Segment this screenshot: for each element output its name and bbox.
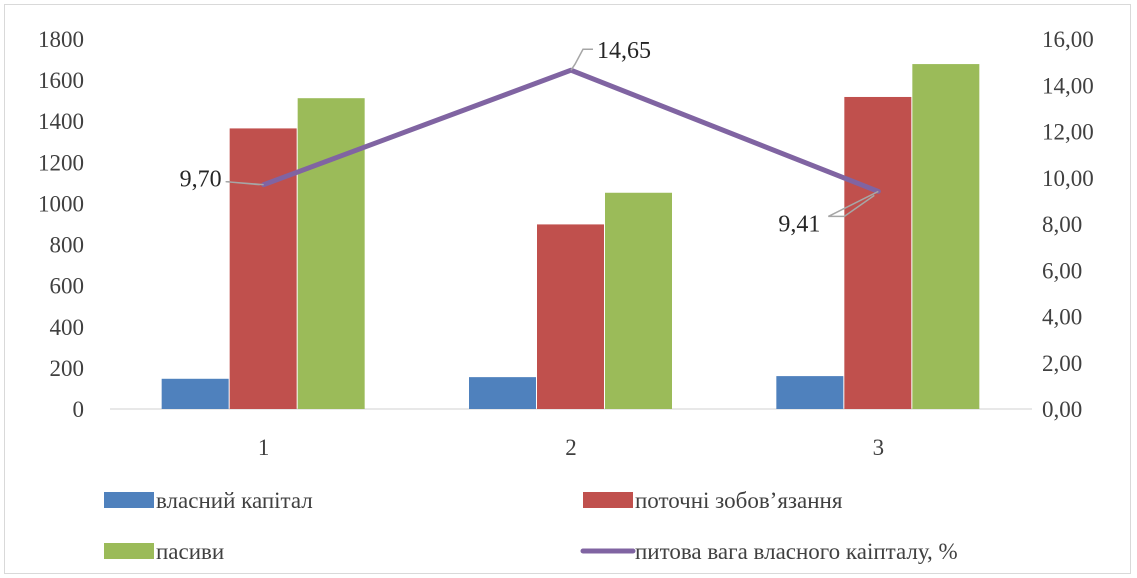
bar: [297, 98, 365, 409]
y-left-tick-label: 1800: [38, 27, 84, 52]
y-right-tick-label: 12,00: [1042, 120, 1094, 145]
y-left-tick-label: 1200: [38, 150, 84, 175]
bar: [912, 64, 980, 410]
legend-label: питова вага власного каіпталу, %: [635, 539, 958, 564]
y-right-tick-label: 10,00: [1042, 166, 1094, 191]
y-right-tick-label: 6,00: [1042, 258, 1082, 283]
y-left-tick-label: 1000: [38, 191, 84, 216]
y-right-tick-label: 0,00: [1042, 397, 1082, 422]
bar: [776, 376, 844, 409]
legend-swatch: [104, 543, 154, 559]
y-right-tick-label: 8,00: [1042, 212, 1082, 237]
data-label-leader: [827, 190, 879, 218]
legend-label: поточні зобов’язання: [635, 488, 843, 513]
y-right-tick-label: 16,00: [1042, 27, 1094, 52]
y-left-tick-label: 1600: [38, 68, 84, 93]
legend-swatch: [104, 492, 154, 508]
y-left-tick-label: 1400: [38, 109, 84, 134]
y-left-tick-label: 400: [50, 315, 85, 340]
bar: [229, 128, 297, 409]
data-label: 9,41: [778, 211, 820, 237]
y-right-tick-label: 4,00: [1042, 305, 1082, 330]
x-tick-label: 3: [873, 435, 885, 460]
x-tick-label: 1: [258, 435, 270, 460]
bar: [605, 192, 672, 409]
data-label-leader: [225, 180, 264, 186]
y-left-tick-label: 600: [50, 274, 85, 299]
data-label-leader: [570, 48, 593, 71]
legend-label: власний капітал: [156, 488, 313, 513]
data-label: 14,65: [597, 38, 651, 64]
bar: [469, 377, 536, 409]
y-right-tick-label: 2,00: [1042, 351, 1082, 376]
y-left-tick-label: 200: [50, 356, 85, 381]
bar: [537, 224, 604, 409]
bar: [844, 96, 912, 409]
y-left-tick-label: 0: [73, 397, 85, 422]
data-label: 9,70: [180, 167, 222, 193]
legend-swatch: [583, 492, 633, 508]
bar: [161, 378, 229, 409]
y-right-tick-label: 14,00: [1042, 73, 1094, 98]
legend-label: пасиви: [156, 539, 224, 564]
y-left-tick-label: 800: [50, 233, 85, 258]
x-tick-label: 2: [565, 435, 577, 460]
